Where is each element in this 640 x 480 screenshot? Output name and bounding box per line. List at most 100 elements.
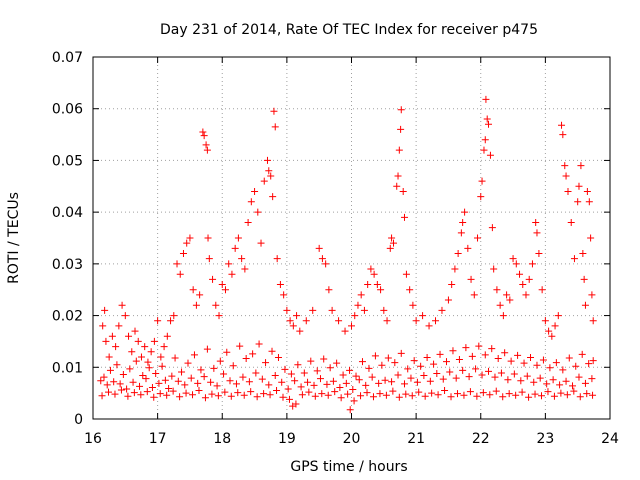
data-point: [110, 378, 118, 386]
data-point: [157, 353, 165, 361]
data-point: [106, 366, 114, 374]
data-point: [313, 367, 321, 375]
data-point: [545, 327, 553, 335]
data-point: [479, 389, 487, 397]
data-point: [574, 198, 582, 206]
data-point: [381, 376, 389, 384]
data-point: [132, 357, 140, 365]
data-point: [240, 391, 248, 399]
data-point: [382, 391, 390, 399]
data-point: [351, 312, 359, 320]
data-point: [145, 364, 153, 372]
data-point: [480, 146, 488, 154]
data-point: [477, 193, 485, 201]
data-point: [541, 317, 549, 325]
y-tick-label: 0.07: [52, 50, 83, 66]
data-point: [569, 382, 577, 390]
x-tick-label: 22: [472, 431, 490, 447]
x-tick-label: 21: [407, 431, 425, 447]
data-point: [111, 390, 119, 398]
data-point: [262, 359, 270, 367]
data-point: [579, 250, 587, 258]
data-point: [363, 389, 371, 397]
data-point: [394, 371, 402, 379]
data-point: [550, 392, 558, 400]
data-point: [390, 239, 398, 247]
data-point: [257, 239, 265, 247]
y-axis-label: ROTI / TECUs: [6, 192, 22, 284]
data-point: [525, 275, 533, 283]
data-point: [380, 306, 388, 314]
data-point: [467, 275, 475, 283]
data-point: [247, 198, 255, 206]
data-point: [279, 393, 287, 401]
data-point: [165, 384, 173, 392]
data-point: [207, 378, 215, 386]
data-point: [265, 381, 273, 389]
data-point: [395, 393, 403, 401]
data-point: [451, 265, 459, 273]
data-point: [481, 351, 489, 359]
data-point: [304, 378, 312, 386]
data-point: [102, 337, 110, 345]
data-point: [419, 312, 427, 320]
data-point: [115, 322, 123, 330]
data-point: [269, 193, 277, 201]
data-point: [203, 146, 211, 154]
data-point: [271, 123, 279, 131]
data-point: [483, 115, 491, 123]
data-point: [436, 350, 444, 358]
data-point: [570, 387, 578, 395]
data-point: [409, 301, 417, 309]
data-point: [318, 255, 326, 263]
data-point: [232, 380, 240, 388]
axis-ticks: 16 17 18 19 20 21 22 23 24 0 0.01 0.02 0.03 0.04 0.05 0…: [52, 50, 619, 447]
data-point: [113, 361, 121, 369]
data-point: [260, 177, 268, 185]
data-point: [546, 364, 554, 372]
data-point: [408, 392, 416, 400]
data-point: [485, 367, 493, 375]
data-point: [203, 345, 211, 353]
data-point: [535, 250, 543, 258]
data-point: [391, 359, 399, 367]
data-point: [125, 332, 133, 340]
data-point: [512, 391, 520, 399]
y-tick-label: 0: [74, 412, 83, 428]
data-point: [585, 198, 593, 206]
data-point: [562, 172, 570, 180]
data-point: [98, 392, 106, 400]
data-point: [454, 250, 462, 258]
data-point: [543, 380, 551, 388]
data-point: [169, 387, 177, 395]
data-point: [420, 372, 428, 380]
data-point: [355, 376, 363, 384]
data-point: [570, 255, 578, 263]
data-point: [465, 373, 473, 381]
data-point: [488, 345, 496, 353]
data-point: [200, 132, 208, 140]
data-point: [201, 394, 209, 402]
data-point: [204, 234, 212, 242]
data-point: [410, 357, 418, 365]
data-point: [533, 229, 541, 237]
data-point: [293, 312, 301, 320]
data-point: [189, 391, 197, 399]
data-point: [221, 286, 229, 294]
data-point: [397, 349, 405, 357]
data-point: [388, 378, 396, 386]
data-point: [536, 374, 544, 382]
data-point: [509, 255, 517, 263]
data-point: [448, 281, 456, 289]
data-point: [589, 357, 597, 365]
data-point: [181, 381, 189, 389]
data-point: [412, 317, 420, 325]
data-point: [438, 306, 446, 314]
grid-lines: [93, 57, 610, 419]
data-point: [208, 390, 216, 398]
data-point: [331, 388, 339, 396]
data-point: [286, 317, 294, 325]
data-point: [370, 270, 378, 278]
data-point: [170, 312, 178, 320]
data-point: [510, 370, 518, 378]
